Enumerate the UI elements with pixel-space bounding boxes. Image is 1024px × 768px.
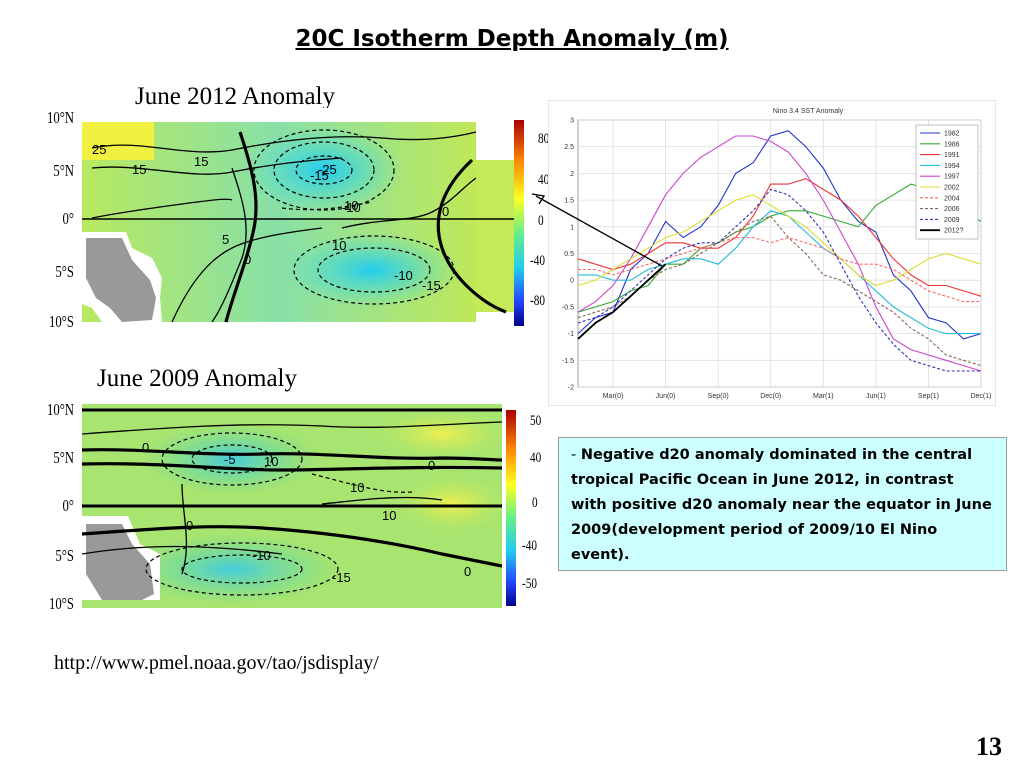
nino34-x-ticks: Mar(0) Jun(0) Sep(0) Dec(0) Mar(1) Jun(1) Sep(… bbox=[603, 393, 992, 400]
map-2009-contour-label: 10 bbox=[264, 454, 278, 469]
nino34-y-ticks: -2 -1.5 -1 -0.5 0 0.5 1 1.5 2 2.5 3 bbox=[562, 118, 574, 392]
nino34-x-tick-label: Sep(0) bbox=[708, 393, 729, 400]
map-2009-cb-label: 0 bbox=[532, 495, 538, 511]
nino34-series-2002 bbox=[577, 194, 982, 287]
map-2012-contour-label: -10 bbox=[394, 268, 413, 283]
map-2012-lat-10n: 10°N bbox=[46, 108, 74, 127]
pointer-arrow bbox=[531, 193, 663, 267]
map-2012-contour-label: 0 bbox=[442, 204, 449, 219]
nino34-legend-label: 1982 bbox=[944, 131, 960, 138]
map-2009-contour-label: -10 bbox=[252, 548, 271, 563]
map-2009-lat-10n: 10°N bbox=[46, 400, 74, 419]
map-2012-contour-label: 15 bbox=[132, 162, 146, 177]
page-number: 13 bbox=[976, 732, 1002, 761]
map-2012-colorbar bbox=[514, 120, 524, 326]
map-2012-cb-label: 40 bbox=[538, 172, 550, 188]
map-2009-contour-label: 0 bbox=[186, 518, 193, 533]
map-2012-cb-label: -80 bbox=[530, 293, 545, 309]
map-2009-cb-label: 40 bbox=[530, 450, 542, 466]
nino34-chart: Nino 3.4 SST Anomaly -2 -1.5 -1 -0.5 0 0.5 1 1.… bbox=[548, 100, 996, 406]
nino34-y-tick-label: -2 bbox=[568, 385, 574, 392]
nino34-series-1994 bbox=[578, 210, 981, 335]
map-2009-contour-label: 0 bbox=[142, 440, 149, 455]
nino34-series-1991 bbox=[577, 178, 982, 297]
nino34-x-tick-label: Mar(0) bbox=[603, 393, 624, 400]
map-2012-contour-label: -25 bbox=[318, 162, 337, 177]
map-2012-lat-5s: 5°S bbox=[55, 262, 74, 281]
nino34-legend-label: 2009 bbox=[944, 217, 960, 224]
map-2012-contour-label: 25 bbox=[92, 142, 106, 157]
map-2009-cb-label: -40 bbox=[522, 538, 537, 554]
nino34-legend-label: 1997 bbox=[944, 174, 960, 181]
map-2009-contour-label: -5 bbox=[224, 452, 236, 467]
map-2009-contour-label: 10 bbox=[382, 508, 396, 523]
nino34-x-tick-label: Sep(1) bbox=[918, 393, 939, 400]
map-2009-cb-label: -50 bbox=[522, 576, 537, 592]
nino34-x-tick-label: Dec(1) bbox=[970, 393, 991, 400]
slide-title: 20C Isotherm Depth Anomaly (m) bbox=[295, 26, 729, 52]
map-2009-lat-10s: 10°S bbox=[49, 594, 74, 613]
map-2009-lat-5s: 5°S bbox=[55, 546, 74, 565]
nino34-chart-title: Nino 3.4 SST Anomaly bbox=[773, 108, 844, 115]
map-2012-lat-eq: 0° bbox=[62, 209, 74, 228]
source-url: http://www.pmel.noaa.gov/tao/jsdisplay/ bbox=[54, 652, 379, 674]
nino34-x-tick-label: Jun(0) bbox=[656, 393, 676, 400]
nino34-legend: 1982 1986 1991 1994 1997 2002 2004 2006 2009 2012… bbox=[915, 124, 979, 240]
map-2012-land bbox=[86, 238, 156, 322]
nino34-x-tick-label: Dec(0) bbox=[760, 393, 781, 400]
map-2009-lat-5n: 5°N bbox=[53, 448, 74, 467]
map-2012-contour-label: 10 bbox=[332, 238, 346, 253]
nino34-y-tick-label: 1.5 bbox=[564, 198, 574, 205]
nino34-y-tick-label: -1 bbox=[568, 331, 574, 338]
nino34-legend-label: 1986 bbox=[944, 141, 960, 148]
nino34-y-tick-label: -0.5 bbox=[562, 304, 574, 311]
note-dash: - bbox=[571, 447, 581, 463]
nino34-y-tick-label: 3 bbox=[570, 118, 574, 125]
map-2012-contour-label: 0 bbox=[244, 252, 251, 267]
map-2012-lat-10s: 10°S bbox=[49, 312, 74, 331]
nino34-x-tick-label: Mar(1) bbox=[813, 393, 834, 400]
nino34-y-tick-label: 2 bbox=[570, 171, 574, 178]
map-2012-contour-label: 15 bbox=[194, 154, 208, 169]
note-text: Negative d20 anomaly dominated in the ce… bbox=[571, 447, 992, 563]
nino34-legend-label: 1994 bbox=[944, 163, 960, 170]
map-2009-colorbar bbox=[506, 410, 516, 606]
nino34-series-1997 bbox=[577, 135, 982, 372]
map-2012-title: June 2012 Anomaly bbox=[135, 83, 335, 110]
map-2012-cb-label: 80 bbox=[538, 131, 550, 147]
nino34-y-tick-label: 2.5 bbox=[564, 144, 574, 151]
nino34-y-tick-label: -1.5 bbox=[562, 358, 574, 365]
nino34-series-2012 bbox=[577, 263, 667, 340]
map-2012-cb-label: -40 bbox=[530, 253, 545, 269]
map-2012-lat-5n: 5°N bbox=[53, 161, 74, 180]
nino34-x-tick-label: Jun(1) bbox=[866, 393, 886, 400]
map-2009-title: June 2009 Anomaly bbox=[97, 365, 297, 392]
map-2012-cb-label: 0 bbox=[538, 213, 544, 229]
map-2009-contour-label: 10 bbox=[350, 480, 364, 495]
map-2012-contour-label: -10 bbox=[342, 200, 361, 215]
nino34-series-2009 bbox=[577, 188, 981, 372]
map-2012-contour-label: 5 bbox=[222, 232, 229, 247]
nino34-y-tick-label: 1 bbox=[570, 224, 574, 231]
map-2009-cb-label: 50 bbox=[530, 413, 542, 429]
nino34-series bbox=[577, 130, 982, 372]
map-2009-contour-label: 0 bbox=[464, 564, 471, 579]
nino34-legend-label: 2004 bbox=[944, 195, 960, 202]
map-2012-contour-label: -15 bbox=[310, 168, 329, 183]
nino34-y-tick-label: 0 bbox=[570, 278, 574, 285]
nino34-legend-label: 2012? bbox=[944, 228, 964, 235]
map-2009-contour-label: -15 bbox=[332, 570, 351, 585]
map-2009-land bbox=[86, 524, 154, 600]
map-2012-contour-label: 10 bbox=[344, 198, 358, 213]
map-2012-plot: 25 15 15 10 10 5 0 0 -10 -10 -15 -15 -25 bbox=[82, 108, 522, 326]
nino34-legend-label: 1991 bbox=[944, 152, 960, 159]
map-2009-lat-eq: 0° bbox=[62, 496, 74, 515]
nino34-y-tick-label: 0.5 bbox=[564, 251, 574, 258]
note-textbox: - Negative d20 anomaly dominated in the … bbox=[558, 437, 1007, 571]
nino34-legend-label: 2006 bbox=[944, 206, 960, 213]
map-2009-contour-label: 0 bbox=[428, 458, 435, 473]
nino34-legend-label: 2002 bbox=[944, 185, 960, 192]
map-2009-plot: 0 0 0 0 -5 10 10 10 -10 -15 bbox=[82, 404, 502, 608]
map-2012-contour-label: -15 bbox=[422, 278, 441, 293]
